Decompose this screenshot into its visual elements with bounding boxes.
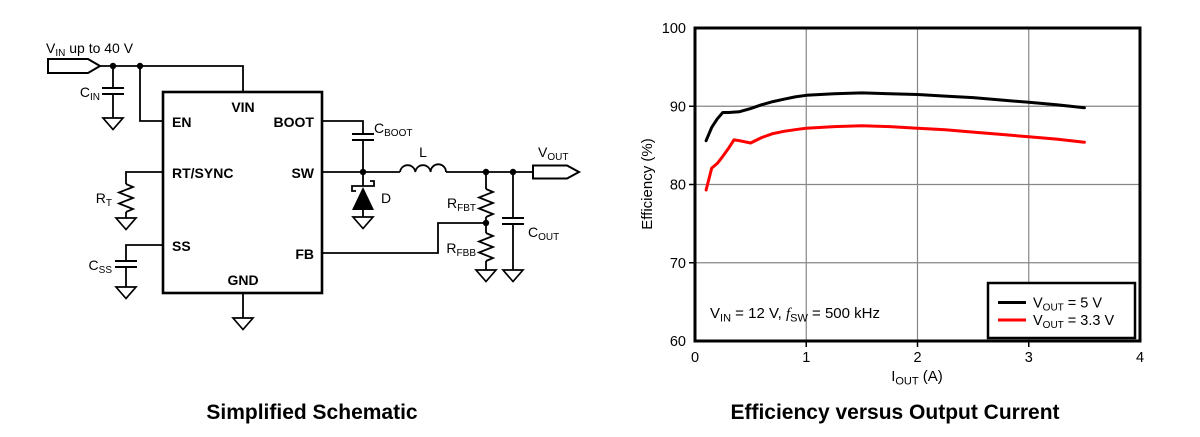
- x-tick-label: 1: [802, 350, 810, 366]
- x-tick-label: 3: [1025, 350, 1033, 366]
- css-label: CSS: [89, 257, 113, 276]
- schematic-caption: Simplified Schematic: [206, 401, 418, 424]
- y-tick-label: 100: [662, 21, 686, 37]
- axis-ticks: [689, 105, 1030, 347]
- css-capacitor: [114, 260, 138, 268]
- y-axis-title: Efficiency (%): [639, 138, 656, 229]
- wires: [100, 65, 533, 318]
- catch-diode: [351, 180, 375, 210]
- chart-caption: Efficiency versus Output Current: [730, 401, 1059, 424]
- inductor-label: L: [419, 144, 427, 160]
- legend-label-vout-5v: VOUT = 5 V: [1033, 296, 1102, 314]
- efficiency-chart-panel: 0 1 2 3 4 60 70 80 90 100 Efficiency (%) IOUT (A…: [639, 21, 1144, 424]
- legend: VOUT = 5 V VOUT = 3.3 V: [986, 281, 1137, 340]
- cin-label: CIN: [80, 84, 100, 103]
- junction-dot: [482, 219, 490, 227]
- y-tick-label: 80: [670, 178, 686, 194]
- y-tick-labels: 60 70 80 90 100: [662, 21, 686, 350]
- pin-label-boot: BOOT: [274, 114, 315, 130]
- rt-resistor: [118, 183, 134, 213]
- test-conditions-annotation: VIN = 12 V, fSW = 500 kHz: [710, 305, 880, 325]
- ground-symbol: [352, 216, 374, 230]
- cboot-capacitor: [351, 133, 375, 141]
- diode-label: D: [381, 190, 391, 206]
- rfbt-resistor: [478, 188, 494, 218]
- vin-input-flag: [47, 58, 102, 74]
- legend-box: [986, 281, 1137, 340]
- pin-label-en: EN: [172, 114, 191, 130]
- y-tick-label: 70: [670, 256, 686, 272]
- ground-symbol: [232, 317, 254, 331]
- cboot-label: CBOOT: [374, 120, 412, 139]
- cout-capacitor: [501, 217, 525, 225]
- rfbb-label: RFBB: [446, 240, 476, 259]
- x-tick-labels: 0 1 2 3 4: [691, 350, 1144, 366]
- series-line-0: [704, 91, 1086, 143]
- pin-label-gnd: GND: [227, 272, 258, 288]
- schematic-panel: VIN up to 40 V CIN RT CSS CBOOT D L VOUT…: [46, 40, 582, 424]
- pin-label-vin: VIN: [231, 99, 254, 115]
- pin-label-rt-sync: RT/SYNC: [172, 165, 233, 181]
- pin-label-ss: SS: [172, 238, 191, 254]
- vout-output-flag: [532, 164, 582, 180]
- junction-dot: [509, 168, 517, 176]
- series-line-1: [704, 124, 1086, 192]
- y-tick-label: 60: [670, 334, 686, 350]
- junction-dot: [109, 62, 117, 70]
- data-series: [704, 91, 1086, 192]
- x-tick-label: 0: [691, 350, 699, 366]
- junction-dot: [136, 62, 144, 70]
- junction-dot: [482, 168, 490, 176]
- x-tick-label: 2: [913, 350, 921, 366]
- cin-capacitor: [101, 87, 125, 95]
- cout-label: COUT: [528, 224, 559, 243]
- rt-label: RT: [96, 190, 112, 209]
- ground-symbol: [102, 117, 124, 131]
- ground-symbol: [502, 269, 524, 283]
- ground-symbol: [115, 286, 137, 300]
- x-tick-label: 4: [1136, 350, 1144, 366]
- y-tick-label: 90: [670, 99, 686, 115]
- ground-symbol: [475, 269, 497, 283]
- legend-label-vout-3v3: VOUT = 3.3 V: [1033, 313, 1114, 331]
- rfbt-label: RFBT: [447, 195, 476, 214]
- rfbb-resistor: [478, 232, 494, 262]
- junction-dot: [359, 168, 367, 176]
- junction-dots: [109, 62, 517, 227]
- pin-label-fb: FB: [295, 246, 314, 262]
- pin-label-sw: SW: [291, 165, 314, 181]
- inductor: [399, 163, 447, 173]
- vout-net-label: VOUT: [538, 144, 568, 163]
- x-axis-title: IOUT (A): [891, 368, 943, 388]
- vin-net-label: VIN up to 40 V: [46, 40, 134, 59]
- ground-symbol: [115, 217, 137, 231]
- ic-body: [161, 90, 324, 295]
